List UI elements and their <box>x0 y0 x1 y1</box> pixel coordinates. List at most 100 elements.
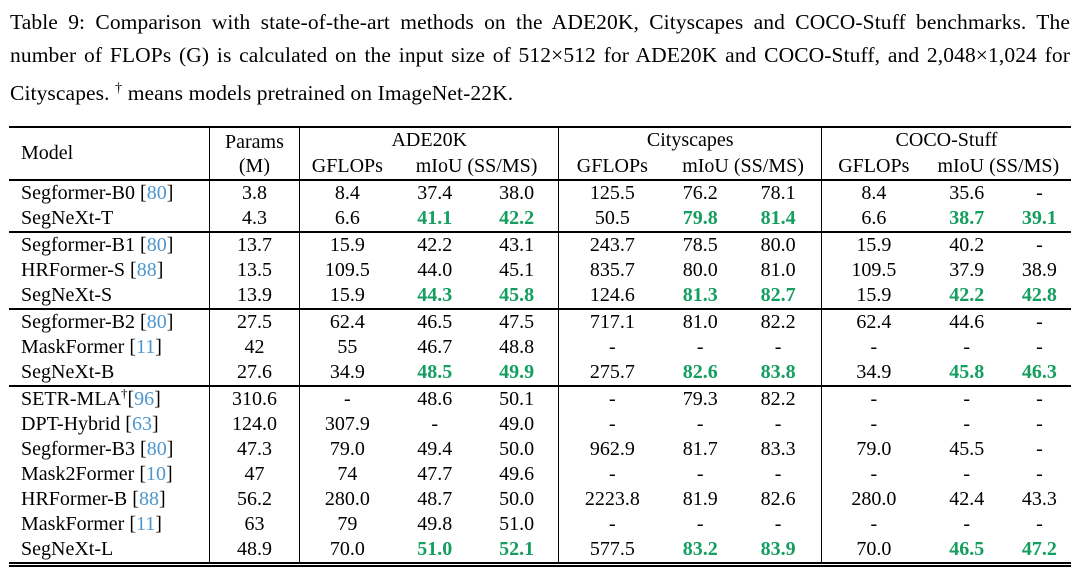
citation-link[interactable]: 80 <box>146 438 167 461</box>
column-header-gflops-city: GFLOPs <box>558 153 666 181</box>
value-cell: 79.8 <box>682 207 718 230</box>
model-name-cell: SegNeXt-T <box>21 207 114 230</box>
value-cell: 38.7 <box>949 207 985 230</box>
value-cell: 717.1 <box>558 309 666 336</box>
table-caption: Table 9: Comparison with state-of-the-ar… <box>8 4 1072 110</box>
table-row: Mask2Former [10] 47 74 47.7 49.6- - - - - - <box>9 462 1071 488</box>
value-cell: - <box>774 413 782 436</box>
table-row: Segformer-B0 [80] 3.8 8.4 37.4 38.0 125.5 76.2… <box>9 180 1071 207</box>
value-cell: 46.5 <box>417 311 453 334</box>
column-header-gflops-ade: GFLOPs <box>299 153 395 181</box>
value-cell: 8.4 <box>299 180 395 207</box>
row-group-large: SETR-MLA†[96] 310.6-48.6 50.1-79.3 82.2- - - D… <box>9 386 1071 565</box>
value-cell: 81.0 <box>760 259 796 282</box>
table-row: SegNeXt-L 48.9 70.0 51.0 52.1 577.5 83.2 83.9 70… <box>9 537 1071 565</box>
value-cell: 3.8 <box>208 180 300 207</box>
value-cell: 83.2 <box>682 538 718 561</box>
citation-link[interactable]: 63 <box>131 413 152 436</box>
value-cell: - <box>1036 234 1043 257</box>
value-cell: 81.3 <box>682 284 718 307</box>
params-label-line2: (M) <box>238 155 270 178</box>
value-cell: - <box>774 336 782 359</box>
column-group-cityscapes: Cityscapes <box>558 127 822 154</box>
model-name-cell: Segformer-B0 [80] <box>21 182 174 205</box>
value-cell: 109.5 <box>299 258 395 284</box>
table-row: SegNeXt-S 13.9 15.9 44.3 45.8 124.6 81.3 82.7 15… <box>9 283 1071 310</box>
value-cell: 83.8 <box>760 361 796 384</box>
caption-text-after: means models pretrained on ImageNet-22K. <box>122 81 514 106</box>
citation-link[interactable]: 11 <box>136 513 156 536</box>
value-cell: 45.1 <box>499 259 535 282</box>
table-row: SegNeXt-T 4.3 6.6 41.1 42.2 50.5 79.8 81.4 6.6 38… <box>9 206 1071 233</box>
citation-link[interactable]: 88 <box>138 488 159 511</box>
value-cell: 44.0 <box>417 259 453 282</box>
value-cell: 15.9 <box>299 232 395 259</box>
model-name-cell: Segformer-B3 [80] <box>21 438 174 461</box>
value-cell: 42.2 <box>499 207 535 230</box>
value-cell: 37.4 <box>417 182 453 205</box>
value-cell: 82.6 <box>682 361 718 384</box>
value-cell: - <box>1036 513 1043 536</box>
value-cell: - <box>820 512 926 538</box>
citation-link[interactable]: 11 <box>136 336 156 359</box>
citation-link[interactable]: 88 <box>136 259 157 282</box>
value-cell: 15.9 <box>820 283 926 310</box>
citation-link[interactable]: 80 <box>146 234 167 257</box>
value-cell: - <box>558 386 666 413</box>
value-cell: 49.6 <box>499 463 535 486</box>
value-cell: 79.0 <box>299 437 395 463</box>
value-cell: 42.2 <box>417 234 453 257</box>
value-cell: 49.8 <box>417 513 453 536</box>
model-name-cell: SegNeXt-L <box>21 538 114 561</box>
citation-link[interactable]: 80 <box>146 311 167 334</box>
value-cell: 47 <box>208 462 300 488</box>
value-cell: - <box>558 335 666 361</box>
value-cell: 38.9 <box>1021 259 1057 282</box>
citation-link[interactable]: 80 <box>146 182 167 205</box>
dagger-symbol: † <box>115 81 123 96</box>
table-row: DPT-Hybrid [63] 124.0 307.9-49.0- - - - - - <box>9 412 1071 438</box>
value-cell: 13.9 <box>208 283 300 310</box>
value-cell: 42.4 <box>949 488 985 511</box>
value-cell: 962.9 <box>558 437 666 463</box>
value-cell: - <box>1036 182 1043 205</box>
value-cell: 44.6 <box>949 311 985 334</box>
row-group-tiny: Segformer-B0 [80] 3.8 8.4 37.4 38.0 125.5 76.2… <box>9 180 1071 233</box>
value-cell: 109.5 <box>820 258 926 284</box>
model-name-cell: SETR-MLA†[96] <box>21 386 161 411</box>
value-cell: 13.7 <box>208 232 300 259</box>
caption-text: Table 9: Comparison with state-of-the-ar… <box>10 10 1070 106</box>
value-cell: 70.0 <box>820 537 926 565</box>
value-cell: 37.9 <box>949 259 985 282</box>
value-cell: - <box>963 413 971 436</box>
model-name-cell: MaskFormer [11] <box>21 513 162 536</box>
value-cell: 15.9 <box>820 232 926 259</box>
value-cell: 280.0 <box>299 487 395 513</box>
value-cell: - <box>1036 336 1043 359</box>
model-name-cell: Segformer-B2 [80] <box>21 311 174 334</box>
value-cell: - <box>963 513 971 536</box>
value-cell: 80.0 <box>760 234 796 257</box>
value-cell: 48.7 <box>417 488 453 511</box>
value-cell: 243.7 <box>558 232 666 259</box>
value-cell: 43.3 <box>1021 488 1057 511</box>
results-table: Model Params (M) ADE20K Cityscapes COCO-… <box>9 126 1071 568</box>
value-cell: 76.2 <box>682 182 718 205</box>
value-cell: 275.7 <box>558 360 666 387</box>
table-header: Model Params (M) ADE20K Cityscapes COCO-… <box>9 127 1071 181</box>
value-cell: 50.1 <box>499 388 535 411</box>
value-cell: 49.4 <box>417 438 453 461</box>
value-cell: - <box>558 512 666 538</box>
citation-link[interactable]: 96 <box>134 388 155 411</box>
citation-link[interactable]: 10 <box>146 463 166 486</box>
value-cell: 78.5 <box>682 234 718 257</box>
value-cell: 51.0 <box>499 513 535 536</box>
value-cell: 4.3 <box>208 206 300 233</box>
value-cell: 48.9 <box>208 537 300 565</box>
value-cell: 50.0 <box>499 488 535 511</box>
model-name-cell: SegNeXt-B <box>21 361 115 384</box>
value-cell: 44.3 <box>417 284 453 307</box>
table-row: Segformer-B2 [80] 27.5 62.4 46.5 47.5 717.1 81… <box>9 309 1071 336</box>
value-cell: 55 <box>299 335 395 361</box>
value-cell: 40.2 <box>949 234 985 257</box>
